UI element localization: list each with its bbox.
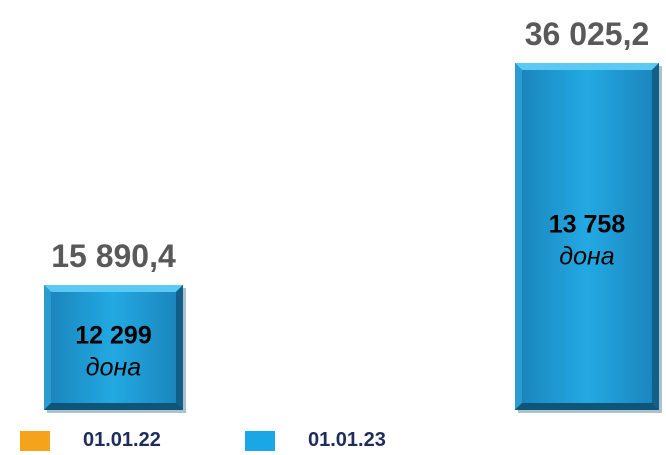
bar-bevel-right: [176, 285, 183, 410]
bar-bevel-left: [44, 285, 51, 410]
bar-value-label: 15 890,4: [51, 238, 176, 274]
legend: 01.01.22 01.01.23: [0, 429, 666, 455]
bar-2: 36 025,2 13 758 дона: [515, 16, 662, 413]
legend-swatch-orange: [20, 430, 50, 451]
bar-value-label: 36 025,2: [525, 16, 650, 52]
bar-bevel-bottom: [515, 403, 659, 410]
bar-1: 15 890,4 12 299 дона: [44, 238, 186, 413]
legend-item-01-01-22: 01.01.22: [20, 429, 161, 452]
bar-bevel-left: [515, 63, 522, 410]
bar-unit-label: дона: [86, 354, 141, 382]
legend-swatch-blue: [245, 430, 275, 451]
bar-face: [522, 70, 652, 403]
legend-label: 01.01.23: [308, 429, 386, 451]
legend-item-01-01-23: 01.01.23: [245, 429, 386, 452]
bar-count-label: 12 299: [75, 322, 151, 350]
bar-bevel-top: [44, 285, 183, 292]
bar-bevel-top: [515, 63, 659, 70]
bar-bevel-bottom: [44, 403, 183, 410]
bar-bevel-right: [652, 63, 659, 410]
bar-face: [51, 292, 176, 403]
bar-count-label: 13 758: [549, 211, 626, 239]
legend-label: 01.01.22: [83, 429, 161, 451]
bar-unit-label: дона: [559, 243, 614, 271]
